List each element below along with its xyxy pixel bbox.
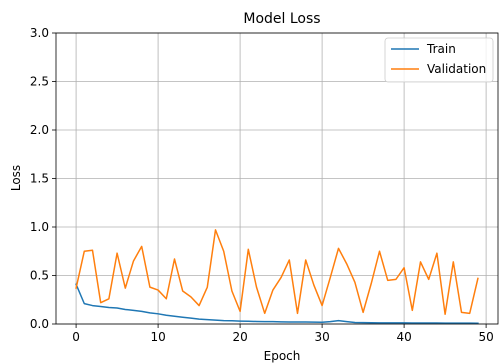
legend: Train Validation (384, 37, 494, 83)
series-lines (75, 229, 479, 324)
series-line-train (75, 283, 479, 324)
y-axis-ticks: 0.0 0.5 1.0 1.5 2.0 2.5 3.0 (30, 26, 56, 331)
x-tick-label: 20 (232, 330, 247, 344)
chart-title: Model Loss (243, 11, 320, 27)
x-tick-label: 30 (314, 330, 329, 344)
y-tick-label: 1.0 (30, 220, 49, 234)
y-axis-label: Loss (9, 165, 23, 191)
x-tick-label: 50 (478, 330, 493, 344)
y-tick-label: 3.0 (30, 26, 49, 40)
x-axis-label: Epoch (264, 349, 301, 363)
x-tick-label: 10 (150, 330, 165, 344)
x-tick-label: 40 (396, 330, 411, 344)
legend-label-validation: Validation (427, 62, 486, 76)
y-tick-label: 2.5 (30, 75, 49, 89)
y-tick-label: 2.0 (30, 123, 49, 137)
y-tick-label: 0.0 (30, 317, 49, 331)
x-axis-ticks: 0 10 20 30 40 50 (72, 324, 494, 344)
y-tick-label: 1.5 (30, 172, 49, 186)
y-tick-label: 0.5 (30, 269, 49, 283)
legend-label-train: Train (426, 42, 456, 56)
x-tick-label: 0 (72, 330, 80, 344)
series-line-validation (75, 229, 479, 316)
